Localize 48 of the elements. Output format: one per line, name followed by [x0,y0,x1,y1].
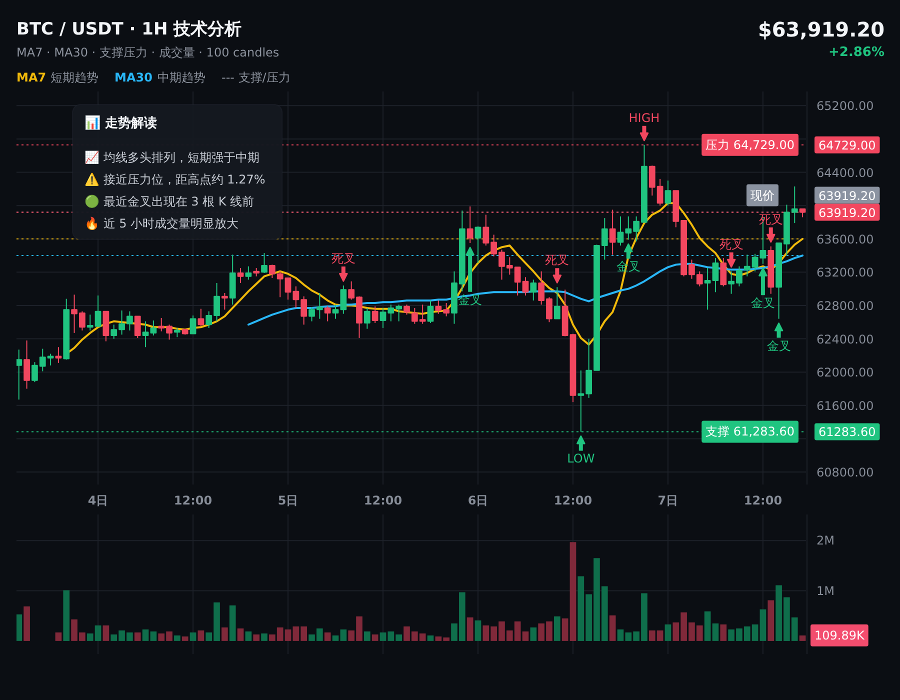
annotation: 支撑 61,283.60 [706,424,795,439]
y-tick-label: 60800.00 [816,466,874,480]
y-tick-label: 63200.00 [816,266,874,280]
annotation: 金叉 [766,338,791,353]
annotation: 🔥 近 5 小时成交量明显放大 [84,216,239,230]
annotation: 死叉 [331,252,356,266]
x-tick-label: 5日 [278,494,298,508]
text: --- 支撑/压力 [222,70,290,84]
annotation: LOW [567,452,595,466]
x-tick-label: 12:00 [744,494,782,508]
y-tick-label: 64400.00 [816,166,874,180]
annotation: HIGH [628,110,660,125]
text: $63,919.20 [758,18,885,42]
y-tick-label: 62800.00 [816,298,874,313]
annotation: 📊 走势解读 [84,115,158,131]
y-tick-label: 65200.00 [816,99,874,114]
annotation: 109.89K [814,628,866,642]
y-tick-label: 62400.00 [816,332,874,346]
y-tick-label: 61600.00 [816,398,874,413]
ref-line-label: 64729.00 [818,138,876,152]
y-tick-label: 62000.00 [816,366,874,380]
text: MA7 短期趋势 [16,70,98,84]
x-tick-label: 12:00 [554,494,592,508]
ref-line-label: 63919.20 [818,188,876,203]
annotation: 死叉 [719,237,744,252]
x-tick-label: 6日 [468,494,488,508]
ref-line-label: 61283.60 [818,425,876,440]
text: MA30 中期趋势 [114,70,206,84]
y-tick-label: 2M [816,534,834,548]
chart-title: BTC / USDT · 1H 技术分析 [16,20,242,40]
annotation: 📈 均线多头排列，短期强于中期 [84,150,260,164]
annotation: ⚠ 接近压力位，距高点约 1.27% [84,172,266,186]
x-tick-label: 7日 [658,494,678,508]
annotation: 死叉 [545,253,570,268]
text: +2.86% [828,45,885,60]
y-tick-label: 1M [816,584,834,598]
annotation: 死叉 [758,212,783,226]
chart-subtitle: MA7 · MA30 · 支撑压力 · 成交量 · 100 candles [16,46,280,60]
x-tick-label: 12:00 [364,494,402,508]
x-tick-label: 12:00 [174,494,212,508]
annotation: 金叉 [458,292,482,307]
ref-line-label: 63919.20 [818,206,876,220]
annotation: 金叉 [750,296,775,310]
x-tick-label: 4日 [88,494,108,508]
y-tick-label: 63600.00 [816,232,874,246]
annotation: 🟢 最近金叉出现在 3 根 K 线前 [84,194,254,208]
annotation: 现价 [750,188,774,202]
annotation: 压力 64,729.00 [706,138,795,152]
